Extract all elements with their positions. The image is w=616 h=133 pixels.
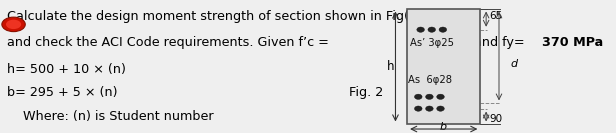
Ellipse shape — [439, 27, 447, 32]
Ellipse shape — [415, 106, 422, 111]
Text: 24 MPa: 24 MPa — [406, 36, 458, 49]
Ellipse shape — [437, 106, 444, 111]
Ellipse shape — [417, 27, 424, 32]
Text: h: h — [387, 60, 394, 73]
Ellipse shape — [2, 17, 25, 32]
Text: b= 295 + 5 × (n): b= 295 + 5 × (n) — [7, 86, 117, 99]
Text: As’ 3φ25: As’ 3φ25 — [410, 38, 454, 48]
Text: As  6φ28: As 6φ28 — [408, 75, 452, 85]
Text: 370 MPa: 370 MPa — [542, 36, 603, 49]
Ellipse shape — [6, 20, 21, 29]
Text: 90: 90 — [490, 114, 503, 124]
Text: Fig. 2: Fig. 2 — [349, 86, 383, 99]
Text: Where: (n) is Student number: Where: (n) is Student number — [7, 110, 213, 123]
Text: Calculate the design moment strength of section shown in Fig(2),: Calculate the design moment strength of … — [7, 10, 426, 23]
Ellipse shape — [426, 106, 433, 111]
Ellipse shape — [426, 94, 433, 99]
Ellipse shape — [437, 94, 444, 99]
Text: h= 500 + 10 × (n): h= 500 + 10 × (n) — [7, 63, 126, 76]
Text: 65: 65 — [490, 11, 503, 22]
Ellipse shape — [415, 94, 422, 99]
Ellipse shape — [428, 27, 436, 32]
Text: and check the ACI Code requirements. Given f’c =: and check the ACI Code requirements. Giv… — [7, 36, 333, 49]
Text: and fy=: and fy= — [470, 36, 529, 49]
Bar — [407, 9, 480, 124]
Text: b: b — [440, 122, 447, 132]
Text: d: d — [511, 59, 518, 69]
